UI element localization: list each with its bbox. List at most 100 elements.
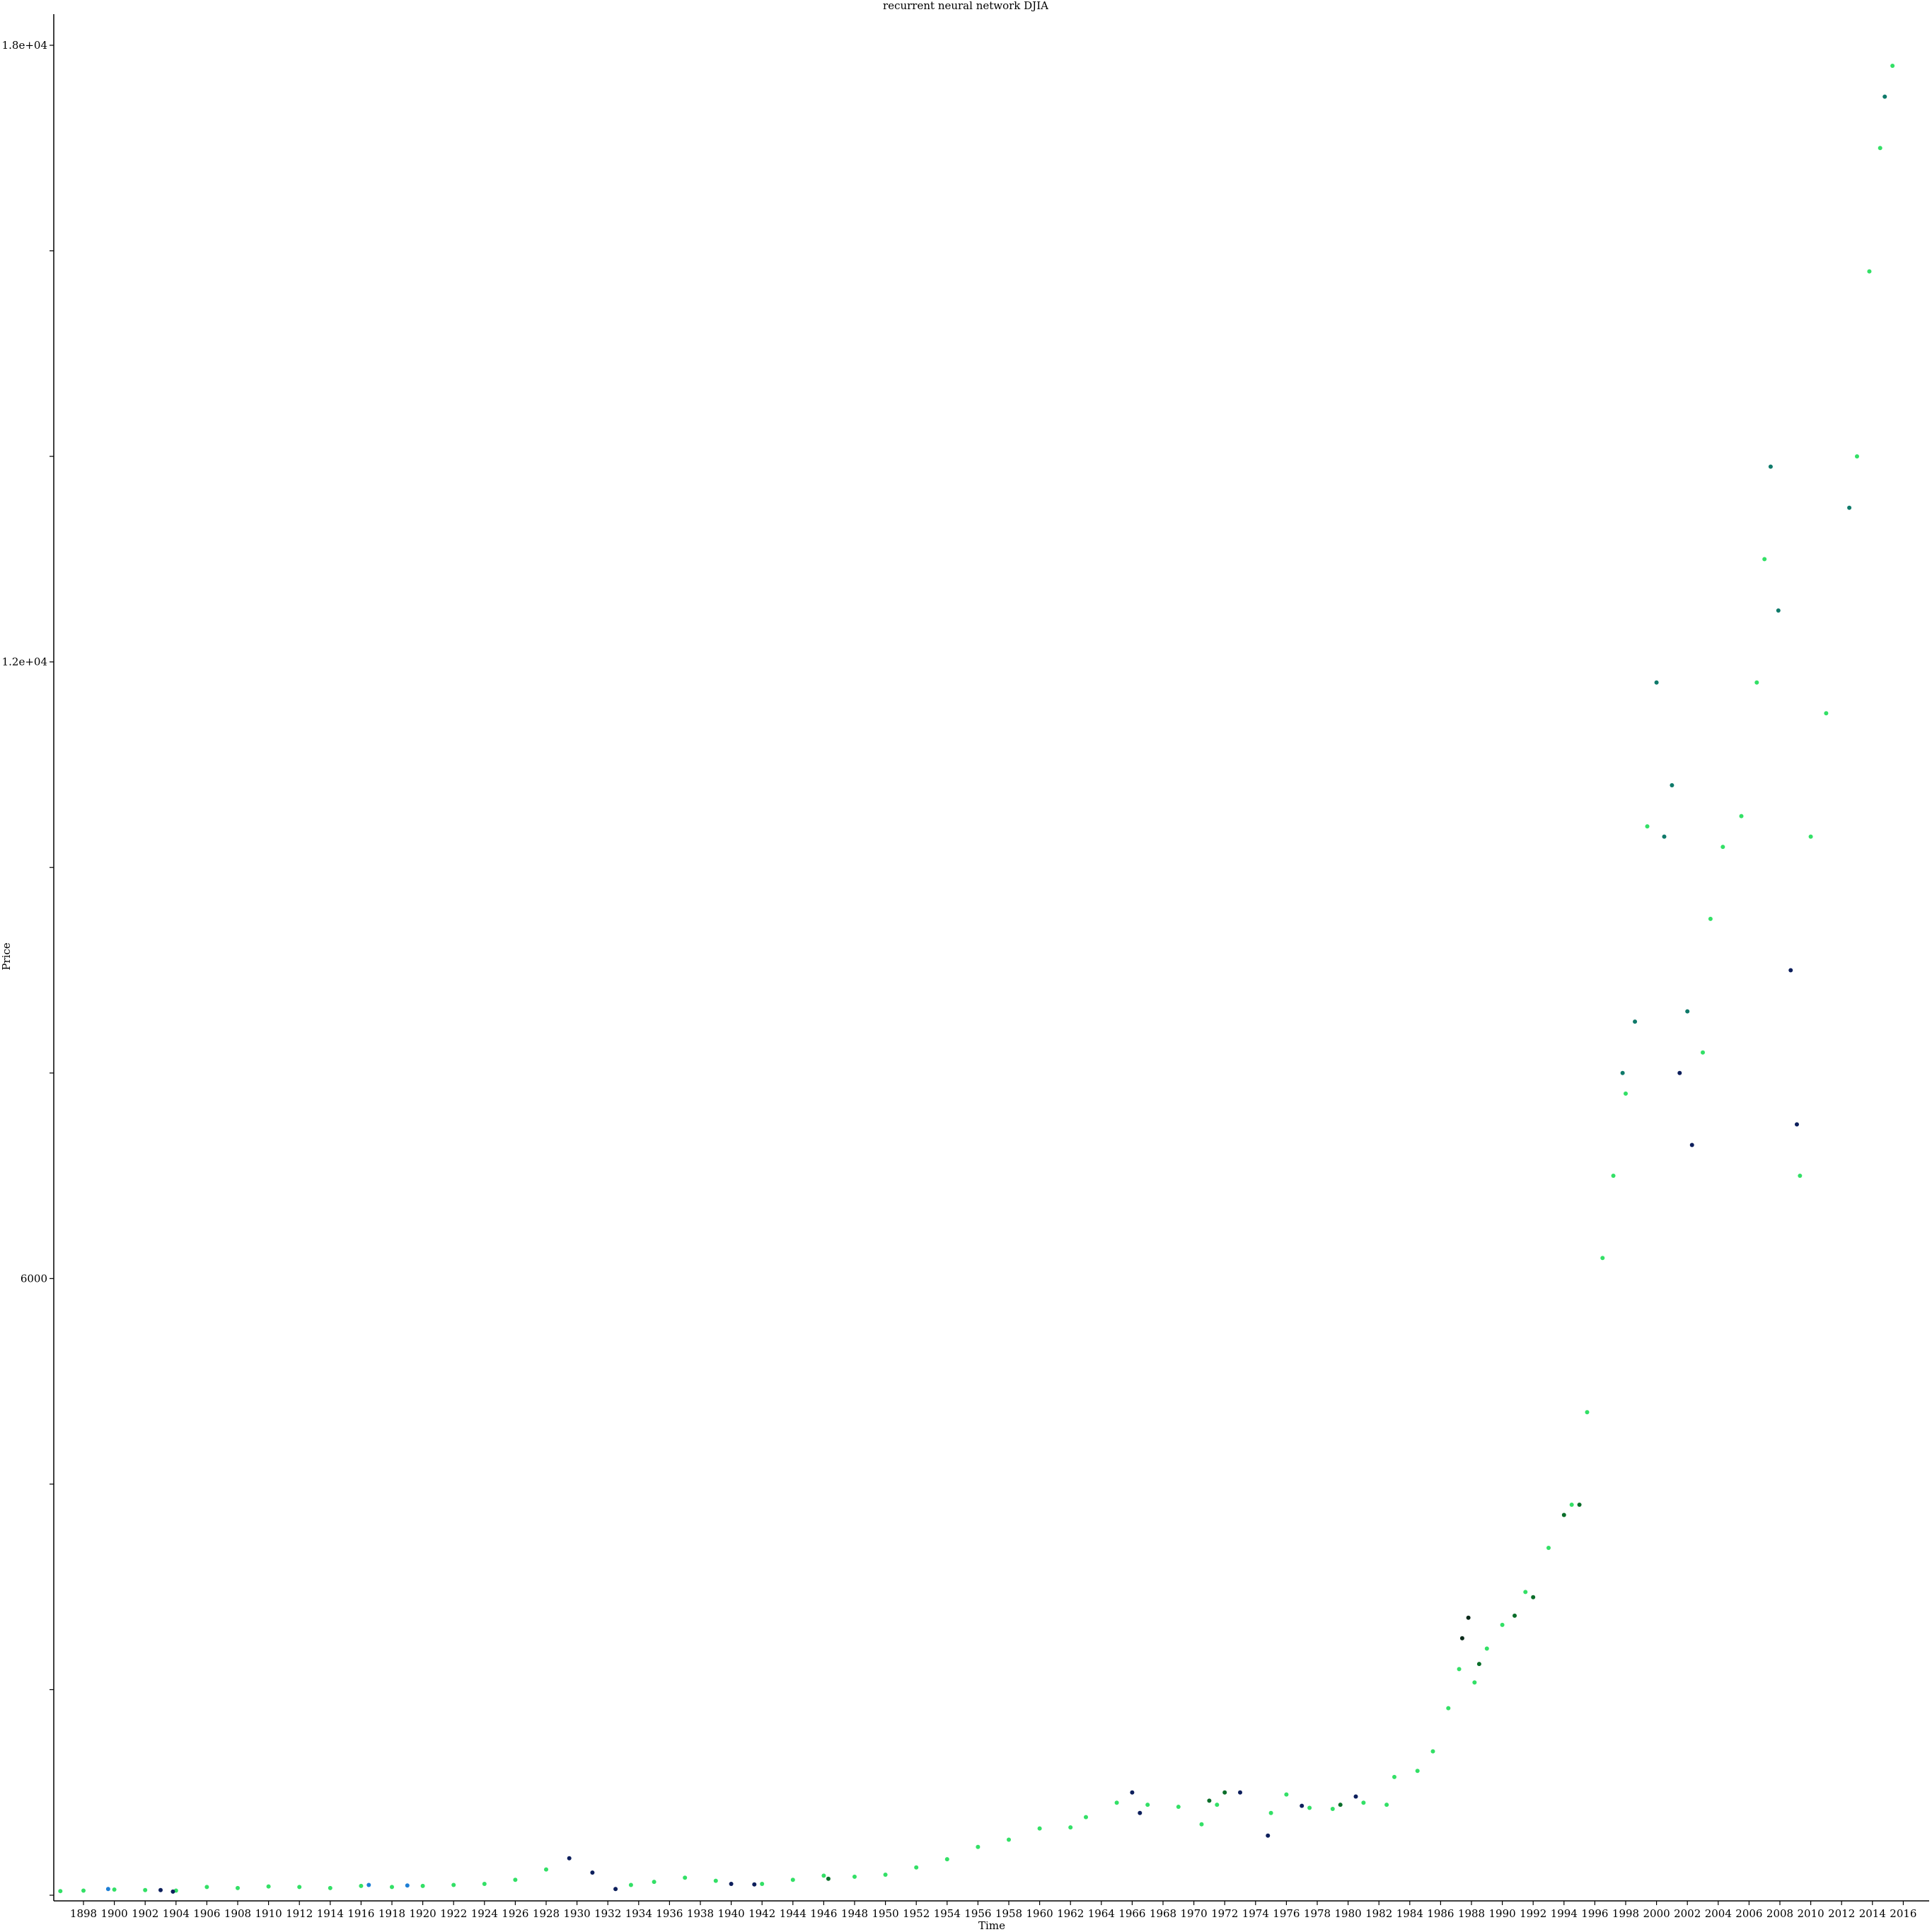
data-point (1890, 64, 1895, 69)
data-point (790, 1878, 795, 1882)
x-tick-label: 1928 (533, 1907, 560, 1920)
x-tick-label: 1966 (1118, 1907, 1145, 1920)
data-point (1392, 1774, 1396, 1779)
x-tick-label: 1986 (1427, 1907, 1454, 1920)
data-point (204, 1885, 209, 1890)
x-tick-label: 2014 (1859, 1907, 1886, 1920)
x-tick-label: 1974 (1242, 1907, 1269, 1920)
data-point (266, 1884, 271, 1889)
x-tick-label: 2006 (1735, 1907, 1762, 1920)
x-tick-label: 1910 (255, 1907, 282, 1920)
data-point (1007, 1837, 1011, 1842)
x-tick-label: 2010 (1798, 1907, 1824, 1920)
data-point (729, 1882, 734, 1887)
x-tick-label: 1996 (1581, 1907, 1608, 1920)
data-point (1585, 1410, 1590, 1415)
data-point (1476, 1662, 1481, 1667)
chart-title: recurrent neural network DJIA (883, 0, 1048, 12)
x-tick-label: 1922 (440, 1907, 467, 1920)
series-layer (58, 64, 1895, 1894)
data-point (1472, 1680, 1477, 1685)
data-point (1768, 464, 1773, 469)
x-tick-label: 1908 (224, 1907, 251, 1920)
data-point (976, 1844, 981, 1849)
x-tick-label: 1914 (317, 1907, 344, 1920)
series-1 (58, 64, 1895, 1894)
x-tick-label: 1970 (1181, 1907, 1208, 1920)
x-tick-label: 1956 (964, 1907, 991, 1920)
x-tick-label: 1952 (903, 1907, 930, 1920)
x-axis-title: Time (978, 1919, 1005, 1932)
data-point (1685, 1009, 1690, 1014)
x-tick-label: 1958 (995, 1907, 1022, 1920)
data-point (170, 1889, 175, 1894)
x-tick-label: 2008 (1766, 1907, 1793, 1920)
data-point (112, 1887, 117, 1892)
data-point (1624, 1091, 1628, 1096)
data-point (652, 1880, 656, 1885)
data-point (1794, 1122, 1799, 1127)
data-point (1645, 824, 1650, 829)
data-point (81, 1888, 86, 1893)
data-point (852, 1874, 857, 1879)
data-point (1708, 916, 1713, 921)
data-point (451, 1882, 456, 1887)
data-point (590, 1870, 595, 1875)
data-point (1654, 680, 1659, 685)
data-point (1145, 1803, 1150, 1807)
x-tick-label: 1994 (1551, 1907, 1578, 1920)
data-point (1569, 1502, 1574, 1507)
x-tick-label: 1930 (564, 1907, 591, 1920)
x-tick-label: 1984 (1396, 1907, 1423, 1920)
data-point (1677, 1070, 1682, 1075)
data-point (1114, 1800, 1119, 1805)
data-point (1754, 680, 1759, 685)
data-point (1561, 1512, 1566, 1517)
x-tick-label: 1946 (810, 1907, 837, 1920)
x-tick-label: 1898 (70, 1907, 97, 1920)
data-point (1415, 1769, 1420, 1774)
data-point (883, 1872, 888, 1877)
data-point (143, 1887, 148, 1892)
data-point (390, 1885, 394, 1890)
data-point (1824, 711, 1829, 716)
data-point (1531, 1595, 1536, 1600)
data-point (359, 1883, 364, 1888)
data-point (1307, 1805, 1312, 1810)
data-point (1808, 834, 1813, 839)
x-tick-label: 1976 (1273, 1907, 1300, 1920)
data-point (105, 1887, 110, 1892)
data-point (1268, 1810, 1273, 1815)
x-tick-label: 1932 (594, 1907, 621, 1920)
data-point (1739, 814, 1744, 819)
series-3 (1620, 94, 1887, 1075)
data-point (420, 1883, 425, 1888)
x-tick-label: 1942 (748, 1907, 775, 1920)
data-point (914, 1865, 919, 1870)
x-tick-label: 1980 (1335, 1907, 1362, 1920)
data-point (1882, 94, 1887, 99)
x-tick-label: 1964 (1088, 1907, 1115, 1920)
x-tick-label: 2016 (1890, 1907, 1916, 1920)
data-point (513, 1878, 518, 1882)
data-point (1620, 1070, 1625, 1075)
data-point (1689, 1143, 1694, 1147)
data-point (1207, 1798, 1212, 1803)
x-tick-label: 1934 (625, 1907, 652, 1920)
data-point (1855, 454, 1859, 459)
data-point (1084, 1815, 1088, 1820)
x-tick-label: 1982 (1365, 1907, 1392, 1920)
data-point (1662, 834, 1667, 839)
x-tick-label: 1998 (1612, 1907, 1639, 1920)
data-point (1037, 1826, 1042, 1831)
x-tick-label: 1990 (1489, 1907, 1516, 1920)
x-tick-label: 1936 (656, 1907, 683, 1920)
data-point (1878, 146, 1882, 151)
y-ticks: 6000 1.2e+04 1.8e+04 (2, 39, 54, 1896)
x-ticks: 1898 1900 1902 1904 1906 1908 1910 1912 1914 1916… (70, 1901, 1916, 1920)
x-tick-label: 1950 (872, 1907, 899, 1920)
data-point (1788, 968, 1793, 973)
y-axis-title: Price (0, 942, 13, 970)
data-point (1222, 1790, 1227, 1795)
y-tick-label: 6000 (21, 1272, 47, 1285)
